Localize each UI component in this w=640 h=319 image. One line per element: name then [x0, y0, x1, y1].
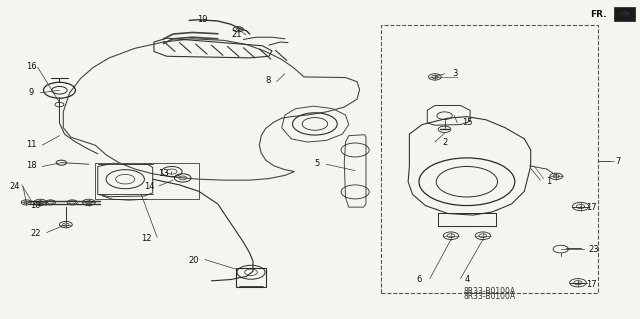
Text: 3: 3 — [452, 69, 458, 78]
Text: 4: 4 — [464, 275, 470, 284]
Text: 20: 20 — [188, 256, 199, 265]
Text: 5: 5 — [314, 159, 319, 168]
Text: 14: 14 — [143, 182, 154, 191]
Text: 17: 17 — [586, 279, 596, 288]
Text: 2: 2 — [442, 138, 447, 147]
Text: 8: 8 — [265, 76, 270, 85]
Text: 10: 10 — [31, 201, 41, 210]
Text: 18: 18 — [26, 161, 36, 170]
Text: 15: 15 — [461, 117, 472, 127]
FancyBboxPatch shape — [614, 7, 635, 21]
Text: 7: 7 — [615, 157, 620, 166]
Text: 6: 6 — [416, 275, 422, 284]
Text: 24: 24 — [10, 182, 20, 191]
Bar — [381, 25, 598, 293]
Text: 13: 13 — [158, 169, 169, 178]
Text: FR.: FR. — [590, 10, 607, 19]
Text: 8R33-B0100A: 8R33-B0100A — [463, 292, 515, 301]
Bar — [236, 268, 266, 287]
Text: 19: 19 — [196, 15, 207, 24]
Text: 1: 1 — [546, 177, 551, 186]
Text: 12: 12 — [141, 234, 152, 243]
Text: 16: 16 — [26, 62, 36, 71]
Text: 21: 21 — [232, 30, 242, 39]
Text: 17: 17 — [586, 203, 596, 211]
Text: 8R33-B0100A: 8R33-B0100A — [463, 287, 515, 296]
Text: 9: 9 — [29, 88, 34, 97]
Text: 23: 23 — [588, 245, 598, 254]
Text: 22: 22 — [31, 229, 41, 238]
Text: 11: 11 — [26, 140, 36, 149]
